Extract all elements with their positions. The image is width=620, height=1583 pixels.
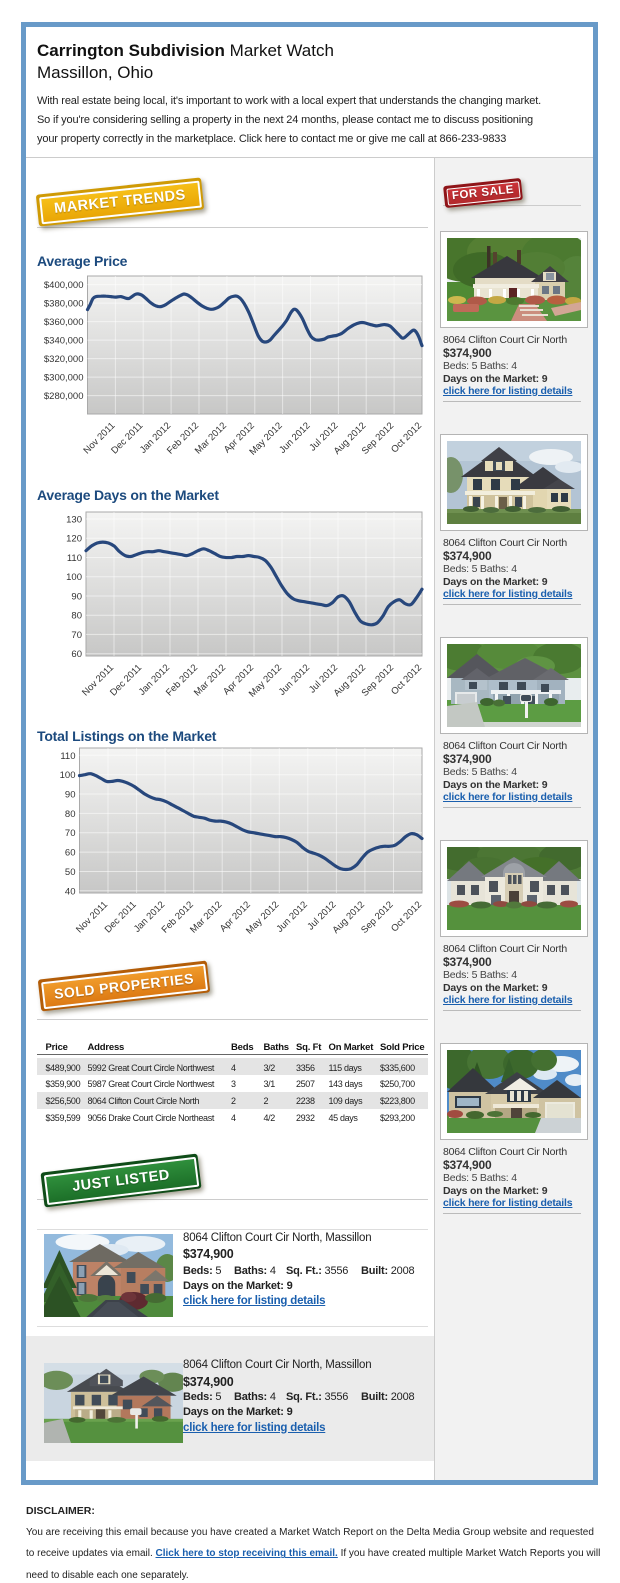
svg-text:120: 120	[66, 534, 82, 545]
svg-text:Jun 2012: Jun 2012	[277, 662, 312, 697]
svg-text:Jun 2012: Jun 2012	[277, 420, 312, 455]
svg-text:90: 90	[71, 592, 82, 603]
svg-text:Oct 2012: Oct 2012	[389, 899, 424, 934]
svg-text:40: 40	[65, 886, 76, 897]
svg-text:$340,000: $340,000	[44, 336, 84, 347]
svg-text:Oct 2012: Oct 2012	[389, 420, 424, 455]
svg-text:$280,000: $280,000	[44, 391, 84, 402]
svg-text:Jun 2012: Jun 2012	[274, 899, 309, 934]
svg-text:130: 130	[66, 515, 82, 526]
svg-text:Oct 2012: Oct 2012	[389, 662, 424, 697]
svg-text:100: 100	[66, 572, 82, 583]
svg-text:$400,000: $400,000	[44, 280, 84, 291]
svg-text:$380,000: $380,000	[44, 299, 84, 310]
svg-text:90: 90	[65, 790, 76, 801]
svg-text:110: 110	[67, 553, 82, 564]
svg-text:110: 110	[60, 751, 75, 762]
svg-text:$300,000: $300,000	[44, 373, 84, 384]
svg-text:80: 80	[71, 611, 82, 622]
svg-text:70: 70	[65, 828, 76, 839]
svg-text:$320,000: $320,000	[44, 354, 84, 365]
svg-text:Dec 2011: Dec 2011	[103, 899, 139, 935]
svg-text:60: 60	[65, 848, 76, 859]
svg-text:100: 100	[60, 770, 76, 781]
svg-text:50: 50	[65, 867, 76, 878]
svg-text:$360,000: $360,000	[44, 317, 84, 328]
svg-text:80: 80	[65, 809, 76, 820]
svg-text:70: 70	[71, 630, 82, 641]
svg-text:Mar 2012: Mar 2012	[188, 899, 224, 935]
svg-text:60: 60	[71, 649, 82, 660]
